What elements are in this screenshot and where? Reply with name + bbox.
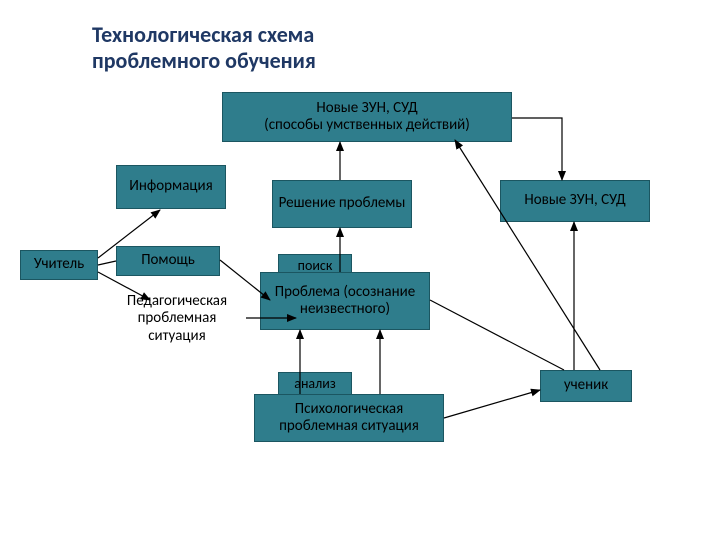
diagram-title: Технологическая схемапроблемного обучени… bbox=[92, 22, 316, 75]
diagram-stage: { "title": { "text": "Технологическая сх… bbox=[0, 0, 720, 540]
node-topnew: Новые ЗУН, СУД(способы умственных действ… bbox=[222, 92, 512, 142]
node-problem: Проблема (осознание неизвестного) bbox=[260, 272, 430, 330]
node-newzun: Новые ЗУН, СУД bbox=[500, 180, 650, 222]
edges-layer bbox=[0, 0, 720, 540]
node-help: Помощь bbox=[116, 246, 220, 276]
node-teacher: Учитель bbox=[20, 250, 98, 280]
node-pedsit: Педагогическая проблемная ситуация bbox=[108, 282, 246, 356]
node-analysis: анализ bbox=[278, 372, 352, 396]
node-psysit: Психологическая проблемная ситуация bbox=[254, 394, 444, 442]
node-solve: Решение проблемы bbox=[272, 180, 412, 228]
node-student: ученик bbox=[540, 370, 632, 402]
node-info: Информация bbox=[116, 165, 226, 209]
